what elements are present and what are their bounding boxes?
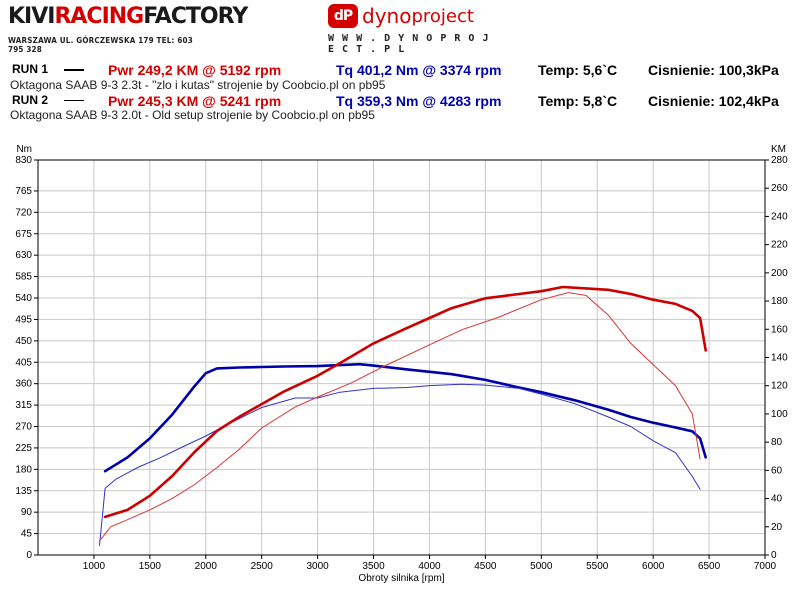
- logo-part-kivi: KIVI: [8, 4, 55, 29]
- y-right-tick-label: 260: [771, 183, 788, 194]
- kivi-logo-wordmark: KIVIRACINGFACTORY: [8, 4, 248, 30]
- y-left-tick-label: 405: [15, 357, 32, 368]
- run2-description: Oktagona SAAB 9-3 2.0t - Old setup stroj…: [10, 108, 375, 122]
- y-left-axis-label: Nm: [16, 144, 32, 155]
- y-right-tick-label: 160: [771, 324, 788, 335]
- run1-temp: Temp: 5,6`C: [538, 62, 618, 78]
- y-left-tick-label: 90: [21, 507, 33, 518]
- run1-line-swatch: [64, 69, 84, 71]
- y-left-tick-label: 675: [15, 229, 32, 240]
- y-right-tick-label: 100: [771, 409, 788, 420]
- run1-torque: Tq 401,2 Nm @ 3374 rpm: [336, 62, 502, 78]
- run2-label: RUN 2: [12, 93, 49, 107]
- run1-summary: RUN 1 Pwr 249,2 KM @ 5192 rpm Tq 401,2 N…: [0, 62, 800, 78]
- y-left-tick-label: 630: [15, 250, 32, 261]
- y-right-tick-label: 140: [771, 353, 788, 364]
- y-right-tick-label: 60: [771, 465, 783, 476]
- x-tick-label: 5000: [530, 561, 553, 572]
- x-tick-label: 4000: [418, 561, 441, 572]
- y-right-tick-label: 80: [771, 437, 783, 448]
- x-tick-label: 6500: [698, 561, 721, 572]
- y-right-tick-label: 240: [771, 211, 788, 222]
- x-tick-label: 5500: [586, 561, 609, 572]
- run2-torque: Tq 359,3 Nm @ 4283 rpm: [336, 93, 502, 109]
- y-left-tick-label: 180: [15, 464, 32, 475]
- run2-power-curve: [99, 292, 701, 542]
- y-left-tick-label: 450: [15, 336, 32, 347]
- y-left-tick-label: 495: [15, 314, 32, 325]
- y-left-tick-label: 720: [15, 207, 32, 218]
- y-left-tick-label: 225: [15, 443, 32, 454]
- run2-temp: Temp: 5,8`C: [538, 93, 618, 109]
- x-tick-label: 3500: [362, 561, 385, 572]
- y-right-axis-label: KM: [771, 144, 786, 155]
- x-tick-label: 2000: [195, 561, 218, 572]
- y-right-tick-label: 40: [771, 494, 783, 505]
- y-left-tick-label: 270: [15, 422, 32, 433]
- logo-part-racing: RACING: [54, 4, 144, 29]
- dynoproject-logo: dP dyno project W W W . D Y N O P R O J E…: [328, 4, 498, 55]
- y-left-tick-label: 0: [26, 550, 32, 561]
- y-right-tick-label: 20: [771, 522, 783, 533]
- dynoproject-word-project: project: [411, 5, 474, 27]
- y-left-tick-label: 315: [15, 400, 32, 411]
- run1-label: RUN 1: [12, 62, 49, 76]
- y-right-tick-label: 120: [771, 381, 788, 392]
- logo-part-factory: FACTORY: [143, 4, 248, 29]
- y-left-tick-label: 135: [15, 486, 32, 497]
- run2-line-swatch: [64, 100, 84, 101]
- y-left-tick-label: 830: [15, 155, 32, 166]
- dynoproject-url: W W W . D Y N O P R O J E C T . P L: [328, 33, 490, 55]
- run1-torque-curve: [103, 362, 708, 473]
- y-right-tick-label: 200: [771, 268, 788, 279]
- dynoproject-word-dyno: dyno: [362, 4, 412, 28]
- y-right-tick-label: 180: [771, 296, 788, 307]
- plot-frame-top: [37, 159, 766, 556]
- y-right-tick-label: 0: [771, 550, 777, 561]
- run1-power: Pwr 249,2 KM @ 5192 rpm: [108, 62, 282, 78]
- x-tick-label: 4500: [474, 561, 497, 572]
- run1-description: Oktagona SAAB 9-3 2.3t - "zlo i kutas" s…: [10, 78, 386, 92]
- x-tick-label: 2500: [251, 561, 274, 572]
- x-tick-label: 1500: [139, 561, 162, 572]
- run2-power: Pwr 245,3 KM @ 5241 rpm: [108, 93, 282, 109]
- run1-power-curve: [103, 285, 708, 519]
- y-left-tick-label: 765: [15, 186, 32, 197]
- y-right-tick-label: 220: [771, 240, 788, 251]
- run2-summary: RUN 2 Pwr 245,3 KM @ 5241 rpm Tq 359,3 N…: [0, 93, 800, 109]
- dynoproject-badge-icon: dP: [328, 4, 358, 28]
- y-left-tick-label: 360: [15, 379, 32, 390]
- kivi-logo-address: WARSZAWA UL. GÓRCZEWSKA 179 TEL: 603 795…: [8, 36, 193, 54]
- kivi-racing-factory-logo: KIVIRACINGFACTORY WARSZAWA UL. GÓRCZEWSK…: [8, 4, 248, 54]
- run2-pressure: Cisnienie: 102,4kPa: [648, 93, 779, 109]
- y-left-tick-label: 585: [15, 272, 32, 283]
- y-left-tick-label: 540: [15, 293, 32, 304]
- x-tick-label: 1000: [83, 561, 106, 572]
- y-left-tick-label: 45: [21, 529, 33, 540]
- y-right-tick-label: 280: [771, 155, 788, 166]
- x-tick-label: 3000: [306, 561, 329, 572]
- x-tick-label: 7000: [754, 561, 777, 572]
- x-tick-label: 6000: [642, 561, 665, 572]
- x-axis-label: Obroty silnika [rpm]: [358, 573, 444, 584]
- run1-pressure: Cisnienie: 100,3kPa: [648, 62, 779, 78]
- run2-torque-curve: [99, 383, 701, 546]
